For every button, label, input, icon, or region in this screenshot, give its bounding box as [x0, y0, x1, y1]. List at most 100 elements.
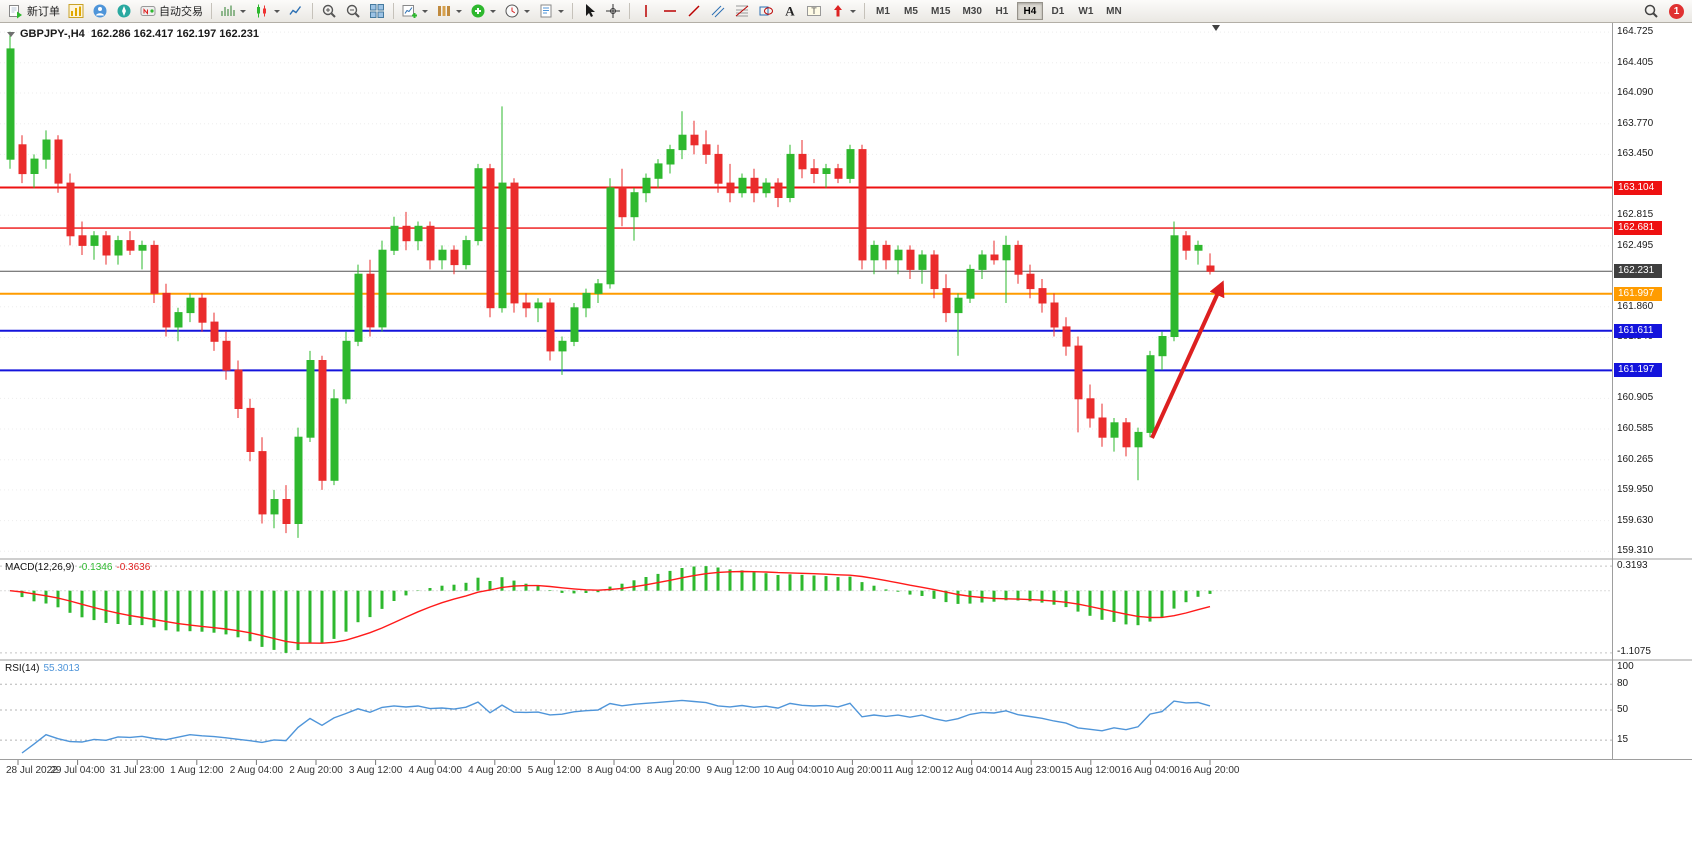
rsi-level-lines [0, 683, 1612, 741]
price-badge-161.197: 161.197 [1614, 363, 1662, 378]
vertical-line-button[interactable] [634, 1, 658, 21]
line-chart-mode-button[interactable] [284, 1, 308, 21]
search-button[interactable] [1639, 1, 1663, 21]
dropdown-caret-icon [490, 9, 496, 13]
crosshair-button[interactable] [601, 1, 625, 21]
profiles-icon [436, 3, 452, 19]
template-icon [538, 3, 554, 19]
price-scale-label: 163.770 [1617, 117, 1654, 129]
time-axis-label: 12 Aug 04:00 [942, 765, 1002, 776]
one-click-trading-toggle[interactable] [7, 32, 15, 37]
toolbar-buttons: 新订单 自动交易 A T [4, 1, 869, 21]
arrow-objects-button[interactable] [826, 1, 860, 21]
horizontal-line-icon [662, 3, 678, 19]
chart-window-button[interactable] [64, 1, 88, 21]
timeframe-button-h4[interactable]: H4 [1016, 2, 1043, 20]
bar-chart-mode-button[interactable] [216, 1, 250, 21]
macd-signal-value: -0.3636 [116, 562, 151, 573]
chart-shift-marker[interactable] [1212, 25, 1220, 31]
rsi-axis-label: 50 [1617, 704, 1629, 715]
auto-trading-button[interactable]: 自动交易 [136, 1, 207, 21]
timeframe-button-mn[interactable]: MN [1101, 2, 1127, 20]
price-scale-label: 159.310 [1617, 545, 1654, 557]
text-label-icon: T [806, 3, 822, 19]
text-label-button[interactable]: T [802, 1, 826, 21]
cursor-icon [581, 3, 597, 19]
rsi-axis-label: 100 [1617, 661, 1634, 673]
price-badge-163.104: 163.104 [1614, 180, 1662, 195]
dropdown-caret-icon [422, 9, 428, 13]
toolbar-right: 1 [1639, 1, 1688, 21]
templates-button[interactable] [534, 1, 568, 21]
chart-plot[interactable] [0, 23, 1692, 844]
channel-icon [710, 3, 726, 19]
chart-window[interactable]: GBPJPY-,H4 162.286 162.417 162.197 162.23… [0, 23, 1692, 844]
timeframe-button-m30[interactable]: M30 [957, 2, 986, 20]
line-chart-icon [288, 3, 304, 19]
time-axis-label: 3 Aug 12:00 [348, 765, 403, 776]
timeframe-button-m5[interactable]: M5 [898, 2, 924, 20]
timeframe-button-w1[interactable]: W1 [1073, 2, 1099, 20]
toolbar-separator [393, 3, 394, 19]
zoom-in-button[interactable] [317, 1, 341, 21]
equidistant-channel-button[interactable] [706, 1, 730, 21]
toolbar-separator [629, 3, 630, 19]
price-scale-label: 164.725 [1617, 26, 1654, 38]
timeframe-button-m1[interactable]: M1 [870, 2, 896, 20]
time-axis-label: 9 Aug 12:00 [706, 765, 760, 776]
macd-name: MACD(12,26,9) [5, 562, 75, 573]
time-axis-label: 29 Jul 04:00 [50, 765, 105, 776]
main-toolbar: 新订单 自动交易 A T M1 M5 M15 M30 H1 H4 D1 W1 MN 1 [0, 0, 1692, 23]
new-order-label: 新订单 [27, 6, 60, 18]
dropdown-caret-icon [558, 9, 564, 13]
price-scale-label: 162.815 [1617, 209, 1654, 221]
tile-windows-button[interactable] [365, 1, 389, 21]
navigator-icon [116, 3, 132, 19]
navigator-button[interactable] [112, 1, 136, 21]
time-axis-label: 2 Aug 04:00 [229, 765, 284, 776]
new-order-button[interactable]: 新订单 [4, 1, 64, 21]
dropdown-caret-icon [524, 9, 530, 13]
timeframe-button-m15[interactable]: M15 [926, 2, 955, 20]
fibonacci-button[interactable] [730, 1, 754, 21]
market-watch-icon [92, 3, 108, 19]
zoom-out-button[interactable] [341, 1, 365, 21]
time-axis-label: 28 Jul 2022 [6, 765, 58, 776]
price-scale-label: 164.090 [1617, 86, 1654, 98]
price-scale-label: 161.860 [1617, 300, 1654, 312]
rsi-axis-label: 15 [1617, 734, 1629, 746]
price-badge-162.231: 162.231 [1614, 264, 1662, 279]
text-icon: A [782, 3, 798, 19]
periods-button[interactable] [500, 1, 534, 21]
new-chart-button[interactable] [398, 1, 432, 21]
time-axis-label: 10 Aug 20:00 [822, 765, 882, 776]
notification-badge[interactable]: 1 [1669, 3, 1684, 19]
time-axis-label: 11 Aug 12:00 [882, 765, 942, 776]
timeframe-button-h1[interactable]: H1 [989, 2, 1015, 20]
rsi-label: RSI(14) 55.3013 [5, 663, 84, 674]
trendline-icon [686, 3, 702, 19]
trendline-button[interactable] [682, 1, 706, 21]
market-watch-button[interactable] [88, 1, 112, 21]
timeframe-button-d1[interactable]: D1 [1045, 2, 1071, 20]
time-axis-label: 16 Aug 04:00 [1120, 765, 1180, 776]
time-axis-label: 14 Aug 23:00 [1001, 765, 1061, 776]
shapes-button[interactable] [754, 1, 778, 21]
vertical-line-icon [638, 3, 654, 19]
chart-ohlc: 162.286 162.417 162.197 162.231 [90, 28, 260, 40]
trend-arrow-annotation[interactable] [1150, 280, 1225, 439]
time-axis-label: 1 Aug 12:00 [170, 765, 224, 776]
text-button[interactable]: A [778, 1, 802, 21]
profiles-button[interactable] [432, 1, 466, 21]
candlestick-icon [254, 3, 270, 19]
time-axis-label: 31 Jul 23:00 [109, 765, 165, 776]
horizontal-line-button[interactable] [658, 1, 682, 21]
chart-window-icon [68, 3, 84, 19]
cursor-button[interactable] [577, 1, 601, 21]
svg-text:T: T [811, 6, 817, 16]
candle-chart-mode-button[interactable] [250, 1, 284, 21]
indicators-button[interactable] [466, 1, 500, 21]
toolbar-separator [572, 3, 573, 19]
bar-chart-icon [220, 3, 236, 19]
